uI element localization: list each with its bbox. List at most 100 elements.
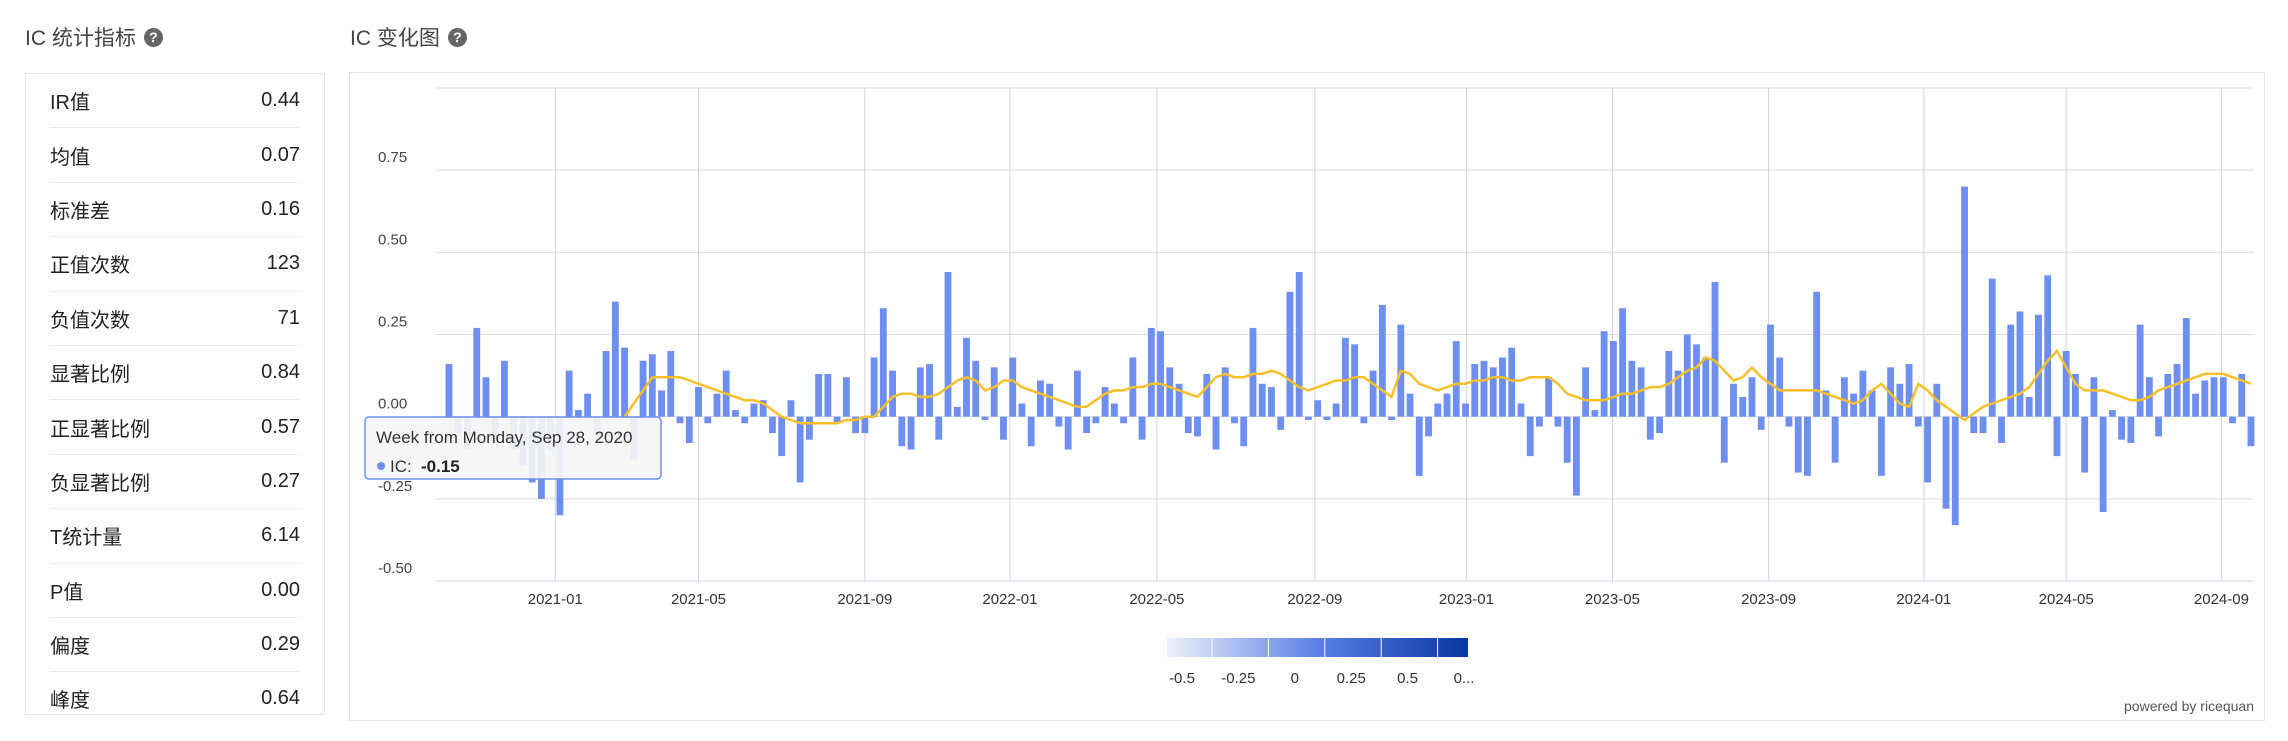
bar <box>1609 341 1617 417</box>
bar <box>1147 327 1155 417</box>
bar <box>907 416 915 450</box>
stat-value: 0.16 <box>261 197 300 220</box>
bar <box>2062 350 2070 417</box>
bar <box>1674 370 1682 417</box>
bar <box>676 416 684 424</box>
bar <box>1831 416 1839 463</box>
bar <box>990 367 998 417</box>
x-tick-label: 2021-05 <box>671 591 726 608</box>
stat-row: 正值次数 123 <box>50 237 300 292</box>
bar <box>1240 416 1248 447</box>
bar <box>898 416 906 447</box>
help-icon[interactable]: ? <box>143 27 163 47</box>
bar <box>1489 367 1497 417</box>
moving-average-line <box>623 348 2252 425</box>
bar <box>1452 341 1460 417</box>
bar <box>769 416 776 434</box>
stat-value: 0.57 <box>261 415 300 438</box>
bar <box>695 387 702 417</box>
bar <box>1794 416 1802 473</box>
bar <box>1508 347 1516 417</box>
bar <box>1526 416 1534 457</box>
bar <box>1877 416 1885 476</box>
bar <box>1499 357 1506 417</box>
bar <box>1656 416 1663 434</box>
y-tick-label: 0.00 <box>378 396 407 413</box>
bar <box>1905 364 1913 417</box>
bar <box>1092 416 1100 424</box>
bar <box>1804 416 1811 476</box>
bar <box>1545 377 1553 417</box>
bar <box>1536 416 1543 427</box>
stat-label: 均值 <box>50 146 90 169</box>
bar <box>1157 331 1164 417</box>
bar <box>1231 416 1238 424</box>
bar <box>972 360 980 417</box>
stat-label: 峰度 <box>50 690 90 713</box>
bar <box>1785 416 1793 427</box>
bar <box>1360 416 1368 424</box>
stat-row: 正显著比例 0.57 <box>50 400 300 455</box>
bar <box>889 370 896 417</box>
bar <box>1868 390 1876 417</box>
bar <box>667 350 675 417</box>
stat-row: T统计量 6.14 <box>50 509 300 564</box>
stat-value: 0.29 <box>261 633 300 656</box>
stat-row: 负值次数 71 <box>50 292 300 346</box>
stat-row: 峰度 0.64 <box>50 672 300 725</box>
bar <box>953 406 961 417</box>
color-scale-label: 0.5 <box>1397 670 1418 687</box>
tooltip-marker <box>377 462 385 470</box>
bar <box>1683 334 1691 417</box>
x-tick-label: 2022-01 <box>982 591 1037 608</box>
bar <box>1323 416 1331 420</box>
stat-label: 偏度 <box>50 636 90 659</box>
bar <box>621 347 628 417</box>
stat-label: 标准差 <box>50 200 110 223</box>
bar <box>1942 416 1950 509</box>
color-scale-label: 0... <box>1454 670 1475 687</box>
color-scale-label: 0.25 <box>1337 670 1366 687</box>
stat-value: 0.07 <box>261 143 300 166</box>
stat-label: 负值次数 <box>50 309 130 332</box>
bar <box>2182 318 2190 417</box>
bar <box>574 410 582 417</box>
panel-title: IC 统计指标 <box>25 27 136 50</box>
y-tick-label: 0.25 <box>378 314 407 331</box>
bar <box>1258 383 1266 417</box>
tooltip-title: Week from Monday, Sep 28, 2020 <box>376 428 632 447</box>
tooltip-box <box>364 416 662 480</box>
bar <box>1628 360 1636 417</box>
tooltip: Week from Monday, Sep 28, 2020 IC: -0.15 <box>364 416 662 480</box>
y-tick-label: 0.75 <box>378 149 407 166</box>
stat-value: 6.14 <box>261 524 300 547</box>
bar <box>1859 370 1867 417</box>
bar <box>1924 416 1931 483</box>
stat-label: 负显著比例 <box>50 472 150 495</box>
bar <box>1970 416 1978 434</box>
bar <box>1730 383 1737 417</box>
chart: powered by ricequan -0.50-0.250.000.250.… <box>349 72 2265 721</box>
stat-label: 正显著比例 <box>50 418 150 441</box>
bar <box>2053 416 2061 457</box>
x-tick-label: 2022-05 <box>1129 591 1184 608</box>
stat-label: IR值 <box>50 92 90 115</box>
bar <box>2099 416 2107 512</box>
bar <box>1388 416 1396 420</box>
bar <box>944 272 952 417</box>
stat-value: 0.00 <box>261 578 300 601</box>
bar <box>824 373 832 417</box>
bar <box>2192 393 2199 417</box>
bar <box>1332 403 1340 417</box>
bar <box>602 350 610 417</box>
bar <box>1563 416 1571 463</box>
bar <box>1998 416 2005 443</box>
bar <box>2007 324 2015 417</box>
bar <box>611 301 619 417</box>
bar <box>1480 360 1488 417</box>
bar <box>1572 416 1580 496</box>
y-tick-label: -0.25 <box>378 478 412 495</box>
help-icon[interactable]: ? <box>447 27 467 47</box>
bar <box>2210 377 2218 417</box>
